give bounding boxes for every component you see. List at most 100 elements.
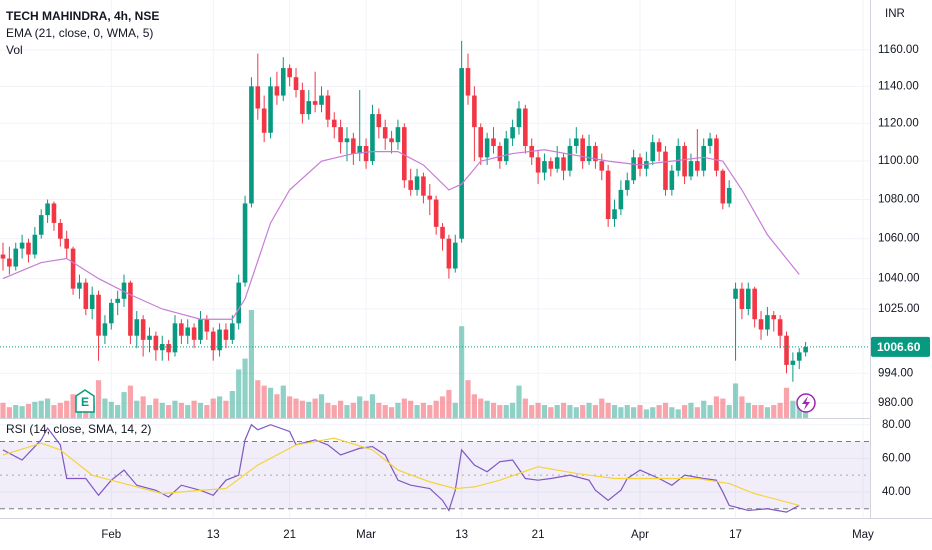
volume-bar <box>401 398 407 418</box>
candle-body <box>51 203 57 223</box>
volume-bar <box>777 402 783 418</box>
volume-bar <box>548 407 554 418</box>
volume-bar <box>248 310 255 418</box>
volume-bar <box>745 402 751 418</box>
candle-body <box>191 327 197 340</box>
candle-body <box>96 294 101 336</box>
x-tick-label: 17 <box>729 529 742 541</box>
candle-body <box>38 215 44 235</box>
candle-body <box>784 335 789 365</box>
volume-bar <box>764 407 770 418</box>
symbol-title: TECH MAHINDRA, 4h, NSE <box>6 9 159 23</box>
candle-body <box>230 323 235 340</box>
candle-body <box>803 346 808 353</box>
candle-body <box>459 68 464 239</box>
y-tick-label: 1040.00 <box>878 273 920 285</box>
candle-body <box>586 145 592 162</box>
volume-bar <box>662 402 669 418</box>
volume-bar <box>427 405 433 418</box>
candle-body <box>663 151 668 190</box>
volume-bar <box>395 402 401 418</box>
candle-body <box>510 127 515 139</box>
volume-bar <box>732 383 739 418</box>
earnings-icon[interactable]: E <box>75 389 95 413</box>
candle-body <box>395 127 401 143</box>
y-tick-label: 80.00 <box>882 419 911 431</box>
volume-bar <box>790 400 796 418</box>
volume-bar <box>675 409 681 418</box>
axis-labels: 1160.00 1140.00 1120.00 1100.00 1080.00 1060.… <box>101 44 930 541</box>
candle-body <box>261 108 267 133</box>
candle-body <box>637 157 643 169</box>
volume-bar <box>236 369 242 418</box>
x-tick-label: Apr <box>631 529 649 541</box>
y-tick-label: 1060.00 <box>878 233 920 245</box>
volume-bar <box>223 400 229 418</box>
candle-body <box>102 323 108 336</box>
candle-body <box>682 145 687 177</box>
vol-legend: Vol <box>6 43 23 57</box>
volume-bar <box>516 385 522 418</box>
candle-body <box>452 242 458 269</box>
volume-bar <box>6 407 12 418</box>
candle-body <box>796 352 802 361</box>
candle-body <box>312 101 318 105</box>
candle-body <box>752 288 757 320</box>
grid <box>0 0 870 518</box>
volume-bar <box>439 396 446 418</box>
y-tick-label: 40.00 <box>882 486 911 498</box>
volume-bar <box>325 402 331 418</box>
volume-bar <box>51 405 57 418</box>
volume-bar <box>299 400 305 418</box>
candle-body <box>121 282 127 299</box>
x-tick-label: May <box>852 529 874 541</box>
candle-body <box>7 258 12 267</box>
candle-body <box>465 68 471 96</box>
volume-bar <box>752 405 758 418</box>
volume-bar <box>38 400 44 418</box>
volume-bar <box>312 398 318 418</box>
volume-bar <box>331 405 337 418</box>
dividend-icon[interactable] <box>796 393 816 413</box>
volume-bar <box>611 405 618 418</box>
candle-body <box>306 101 312 115</box>
volume-bar <box>172 400 178 418</box>
volume-bar <box>134 400 140 418</box>
candle-body <box>147 335 152 340</box>
candle-body <box>223 329 229 340</box>
candle-body <box>210 331 216 351</box>
volume-bar <box>758 405 764 418</box>
volume-bar <box>681 405 688 418</box>
candle-body <box>58 222 63 239</box>
volume-bar <box>535 402 541 418</box>
candle-body <box>433 199 439 227</box>
x-tick-label: 13 <box>455 529 468 541</box>
candle-body <box>293 77 299 91</box>
volume-bar <box>369 394 376 418</box>
volume-bar <box>44 398 51 418</box>
volume-bar <box>146 405 153 418</box>
candle-body <box>70 248 76 289</box>
y-tick-label: 1080.00 <box>878 194 920 206</box>
volume-bar <box>586 402 592 418</box>
x-tick-label: 21 <box>532 529 545 541</box>
candle-body <box>408 180 413 190</box>
candle-body <box>108 302 114 324</box>
candle-body <box>733 288 738 299</box>
volume-bar <box>95 380 102 418</box>
candle-body <box>707 138 713 146</box>
volume-bar <box>159 402 165 418</box>
volume-bar <box>420 402 427 418</box>
candle-body <box>236 282 241 324</box>
y-tick-label: 1120.00 <box>878 117 919 129</box>
volume-bar <box>605 402 611 418</box>
volume-bar <box>707 405 713 418</box>
volume-bar <box>229 391 235 418</box>
candle-body <box>599 161 605 171</box>
volume-bar <box>637 405 643 418</box>
candle-body <box>338 127 343 143</box>
volume-bar <box>350 402 356 418</box>
volume-bar <box>318 394 325 418</box>
candle-body <box>319 95 324 105</box>
candle-body <box>83 282 89 309</box>
